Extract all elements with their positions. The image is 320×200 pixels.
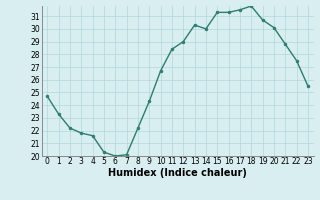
X-axis label: Humidex (Indice chaleur): Humidex (Indice chaleur) [108, 168, 247, 178]
